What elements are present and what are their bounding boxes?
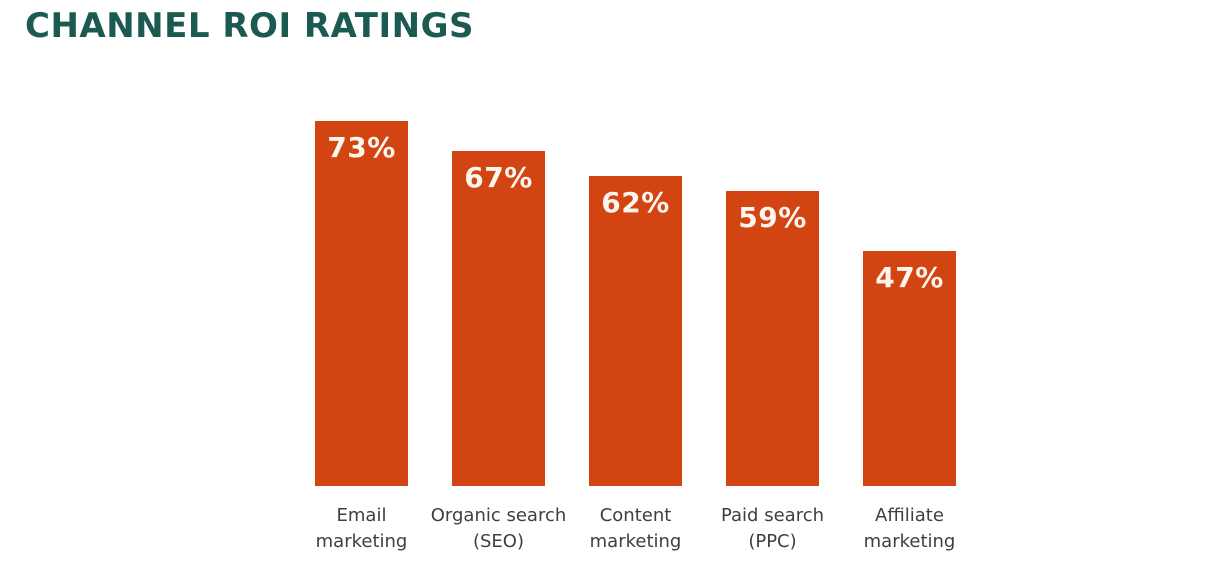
category-label-line: marketing [315,531,408,552]
category-label-line: Email [336,505,387,526]
bar-4: 59% [726,191,819,486]
category-label-line: Organic search [430,505,567,526]
category-label: Organic search (SEO) [424,503,574,555]
bar-value-label: 67% [464,161,533,194]
bar-column: 47% Affiliate marketing [863,251,956,552]
category-label-line: marketing [863,531,956,552]
chart-title: CHANNEL ROI RATINGS [25,6,474,46]
bar-column: 73% Email marketing [315,121,408,552]
bar-5: 47% [863,251,956,486]
bar-value-label: 73% [327,131,396,164]
category-label-line: Paid search [720,505,825,526]
category-label: Content marketing [561,503,711,555]
bar-value-label: 59% [738,201,807,234]
category-label-line: Content [599,505,672,526]
bar-value-label: 47% [875,261,944,294]
category-label-line: (SEO) [472,531,524,552]
bar-column: 62% Content marketing [589,176,682,552]
bar-1: 73% [315,121,408,486]
category-label-line: (PPC) [748,531,797,552]
bar-column: 67% Organic search (SEO) [431,151,566,552]
category-label: Paid search (PPC) [698,503,848,555]
bar-3: 62% [589,176,682,486]
bar-value-label: 62% [601,186,670,219]
category-label-line: marketing [589,531,682,552]
bar-chart: 73% Email marketing 67% Organic search (SEO) 6… [315,121,956,552]
bar-column: 59% Paid search (PPC) [721,191,824,552]
category-label: Email marketing [287,503,437,555]
bar-2: 67% [452,151,545,486]
category-label: Affiliate marketing [835,503,985,555]
category-label-line: Affiliate [875,505,944,526]
